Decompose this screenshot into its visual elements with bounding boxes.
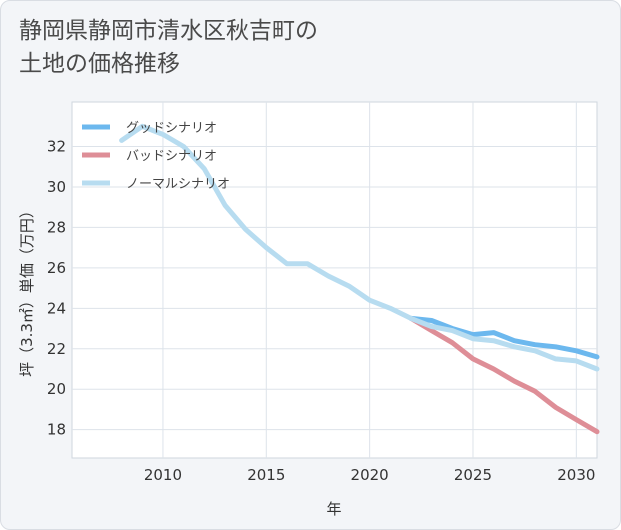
y-tick-label: 24 [47, 299, 66, 317]
series-line-2 [119, 123, 600, 372]
y-tick-labels: 18 20 22 24 26 28 30 32 [47, 138, 66, 439]
series-line-1 [408, 315, 600, 435]
x-tick-label: 2015 [247, 466, 285, 484]
x-tick-labels: 2010 2015 2020 2025 2030 [144, 466, 596, 484]
x-axis-label: 年 [326, 500, 341, 518]
y-tick-label: 20 [47, 380, 66, 398]
x-tick-label: 2010 [144, 466, 182, 484]
chart-title-line1: 静岡県静岡市清水区秋吉町の [19, 18, 318, 44]
chart-title-line2: 土地の価格推移 [19, 51, 180, 77]
y-tick-label: 22 [47, 340, 66, 358]
legend-label: グッドシナリオ [126, 121, 217, 136]
x-tick-label: 2020 [351, 466, 389, 484]
y-tick-label: 18 [47, 421, 66, 439]
y-axis-label: 坪（3.3㎡）単価（万円） [18, 203, 36, 377]
chart-title: 静岡県静岡市清水区秋吉町の 土地の価格推移 [19, 15, 318, 81]
series-lines [119, 123, 600, 435]
series-line-0 [408, 315, 600, 360]
y-tick-label: 28 [47, 218, 66, 236]
grid-lines [72, 102, 597, 458]
legend-label: ノーマルシナリオ [126, 177, 230, 192]
y-tick-label: 26 [47, 259, 66, 277]
y-tick-label: 32 [47, 138, 66, 156]
y-tick-label: 30 [47, 178, 66, 196]
x-tick-label: 2030 [557, 466, 595, 484]
legend-label: バッドシナリオ [126, 149, 217, 164]
x-tick-label: 2025 [454, 466, 492, 484]
